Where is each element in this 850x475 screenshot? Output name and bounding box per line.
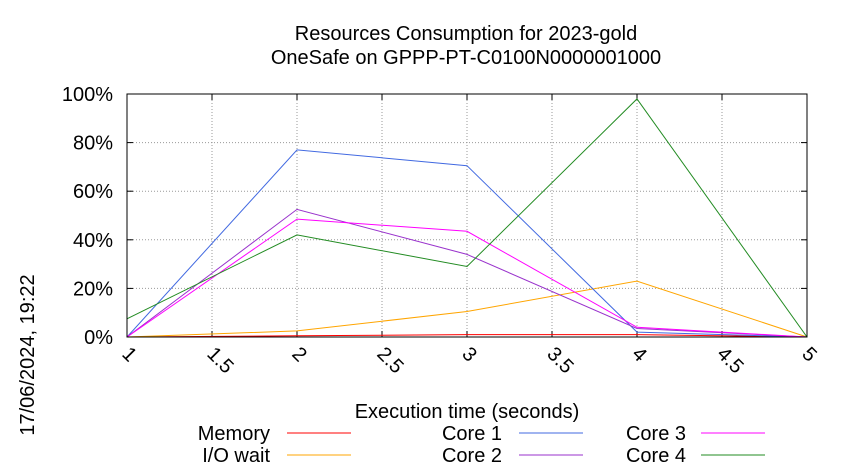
y-axis-ticks: 0% 20% 40% 60% 80% 100% <box>62 84 807 349</box>
y-tick-label: 80% <box>73 133 113 155</box>
x-tick-label: 4.5 <box>712 343 747 378</box>
series-lines <box>126 98 808 338</box>
plot-frame <box>126 93 808 338</box>
y-tick-label: 60% <box>73 181 113 203</box>
y-tick-label: 0% <box>84 327 113 349</box>
grid-lines <box>127 94 807 337</box>
x-tick-label: 2.5 <box>372 343 407 378</box>
series-line-core-4 <box>126 98 808 338</box>
y-tick-label: 40% <box>73 230 113 252</box>
x-axis-label: Execution time (seconds) <box>355 401 580 423</box>
series-line-core-1 <box>126 149 808 338</box>
x-tick-label: 1.5 <box>202 343 237 378</box>
series-line-core-3 <box>126 218 808 338</box>
legend-label-core-3: Core 3 <box>626 423 686 445</box>
y-tick-label: 100% <box>62 84 113 106</box>
x-tick-label: 2 <box>287 343 310 366</box>
chart-title-line1: Resources Consumption for 2023-gold <box>295 23 637 45</box>
legend-label-core-2: Core 2 <box>442 445 502 467</box>
legend-label-core-4: Core 4 <box>626 445 686 467</box>
x-tick-label: 1 <box>117 343 140 366</box>
legend-label-i-o-wait: I/O wait <box>202 445 270 467</box>
y-tick-label: 20% <box>73 278 113 300</box>
chart-title-line2: OneSafe on GPPP-PT-C0100N0000001000 <box>271 47 661 69</box>
series-line-i-o-wait <box>126 280 808 338</box>
x-tick-label: 4 <box>627 343 650 366</box>
series-line-memory <box>126 334 808 338</box>
x-tick-label: 5 <box>797 343 820 366</box>
legend-label-core-1: Core 1 <box>442 423 502 445</box>
x-tick-label: 3 <box>457 343 480 366</box>
x-tick-label: 3.5 <box>542 343 577 378</box>
series-line-core-2 <box>126 208 808 338</box>
legend-label-memory: Memory <box>198 423 270 445</box>
timestamp-label: 17/06/2024, 19:22 <box>17 274 39 435</box>
